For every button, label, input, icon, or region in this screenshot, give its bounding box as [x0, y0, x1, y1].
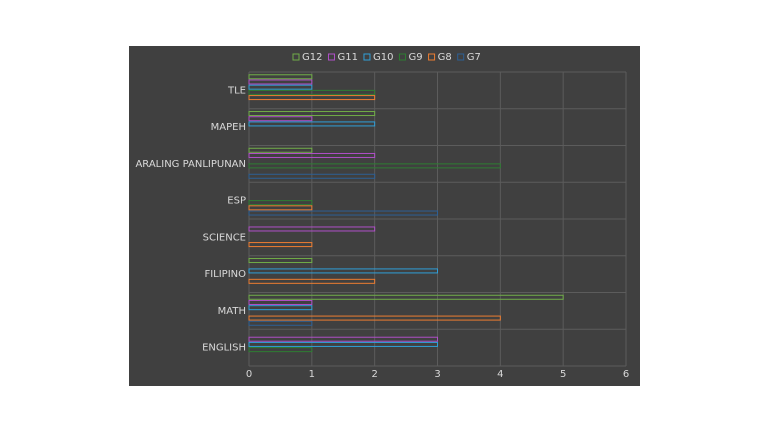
bar	[248, 74, 313, 80]
legend-label: G9	[408, 52, 422, 63]
legend-label: G7	[467, 52, 481, 63]
bar	[248, 305, 313, 311]
bar	[248, 95, 376, 101]
bar	[248, 210, 438, 216]
bar	[248, 341, 438, 347]
bar	[248, 121, 376, 127]
bar	[248, 278, 376, 284]
legend-swatch	[292, 53, 300, 61]
bar	[248, 226, 376, 232]
x-tick-label: 4	[497, 369, 503, 380]
x-tick-label: 0	[246, 369, 252, 380]
bar	[248, 336, 438, 342]
legend-label: G10	[373, 52, 393, 63]
bar	[248, 79, 313, 85]
legend-swatch	[363, 53, 371, 61]
x-tick-label: 2	[371, 369, 377, 380]
bar	[248, 116, 313, 122]
bar	[248, 320, 313, 326]
y-tick-label: FILIPINO	[204, 269, 246, 280]
bar	[248, 347, 313, 353]
y-tick-label: ARALING PANLIPUNAN	[135, 159, 246, 170]
y-tick-label: MAPEH	[211, 122, 246, 133]
bar	[248, 294, 564, 300]
legend-label: G11	[337, 52, 357, 63]
bar	[248, 89, 376, 95]
bar	[248, 200, 313, 206]
bar	[248, 111, 376, 117]
bar	[248, 268, 438, 274]
legend-label: G12	[302, 52, 322, 63]
x-tick-label: 3	[434, 369, 440, 380]
y-tick-label: MATH	[218, 306, 246, 317]
x-tick-label: 6	[623, 369, 629, 380]
legend-label: G8	[438, 52, 452, 63]
bar	[248, 299, 313, 305]
legend-swatch	[457, 53, 465, 61]
bar	[248, 173, 376, 179]
bar	[248, 84, 313, 90]
x-tick-label: 1	[309, 369, 315, 380]
y-tick-label: ESP	[227, 196, 246, 207]
legend-swatch	[327, 53, 335, 61]
bar	[248, 242, 313, 248]
bar	[248, 258, 313, 264]
legend-swatch	[398, 53, 406, 61]
bar	[248, 315, 501, 321]
bar	[248, 163, 501, 169]
y-tick-label: TLE	[227, 85, 246, 96]
x-tick-label: 5	[560, 369, 566, 380]
legend-swatch	[428, 53, 436, 61]
y-tick-label: SCIENCE	[203, 232, 246, 243]
bar	[248, 152, 376, 158]
bar	[248, 147, 313, 153]
y-tick-label: ENGLISH	[202, 343, 246, 354]
bar	[248, 205, 313, 211]
